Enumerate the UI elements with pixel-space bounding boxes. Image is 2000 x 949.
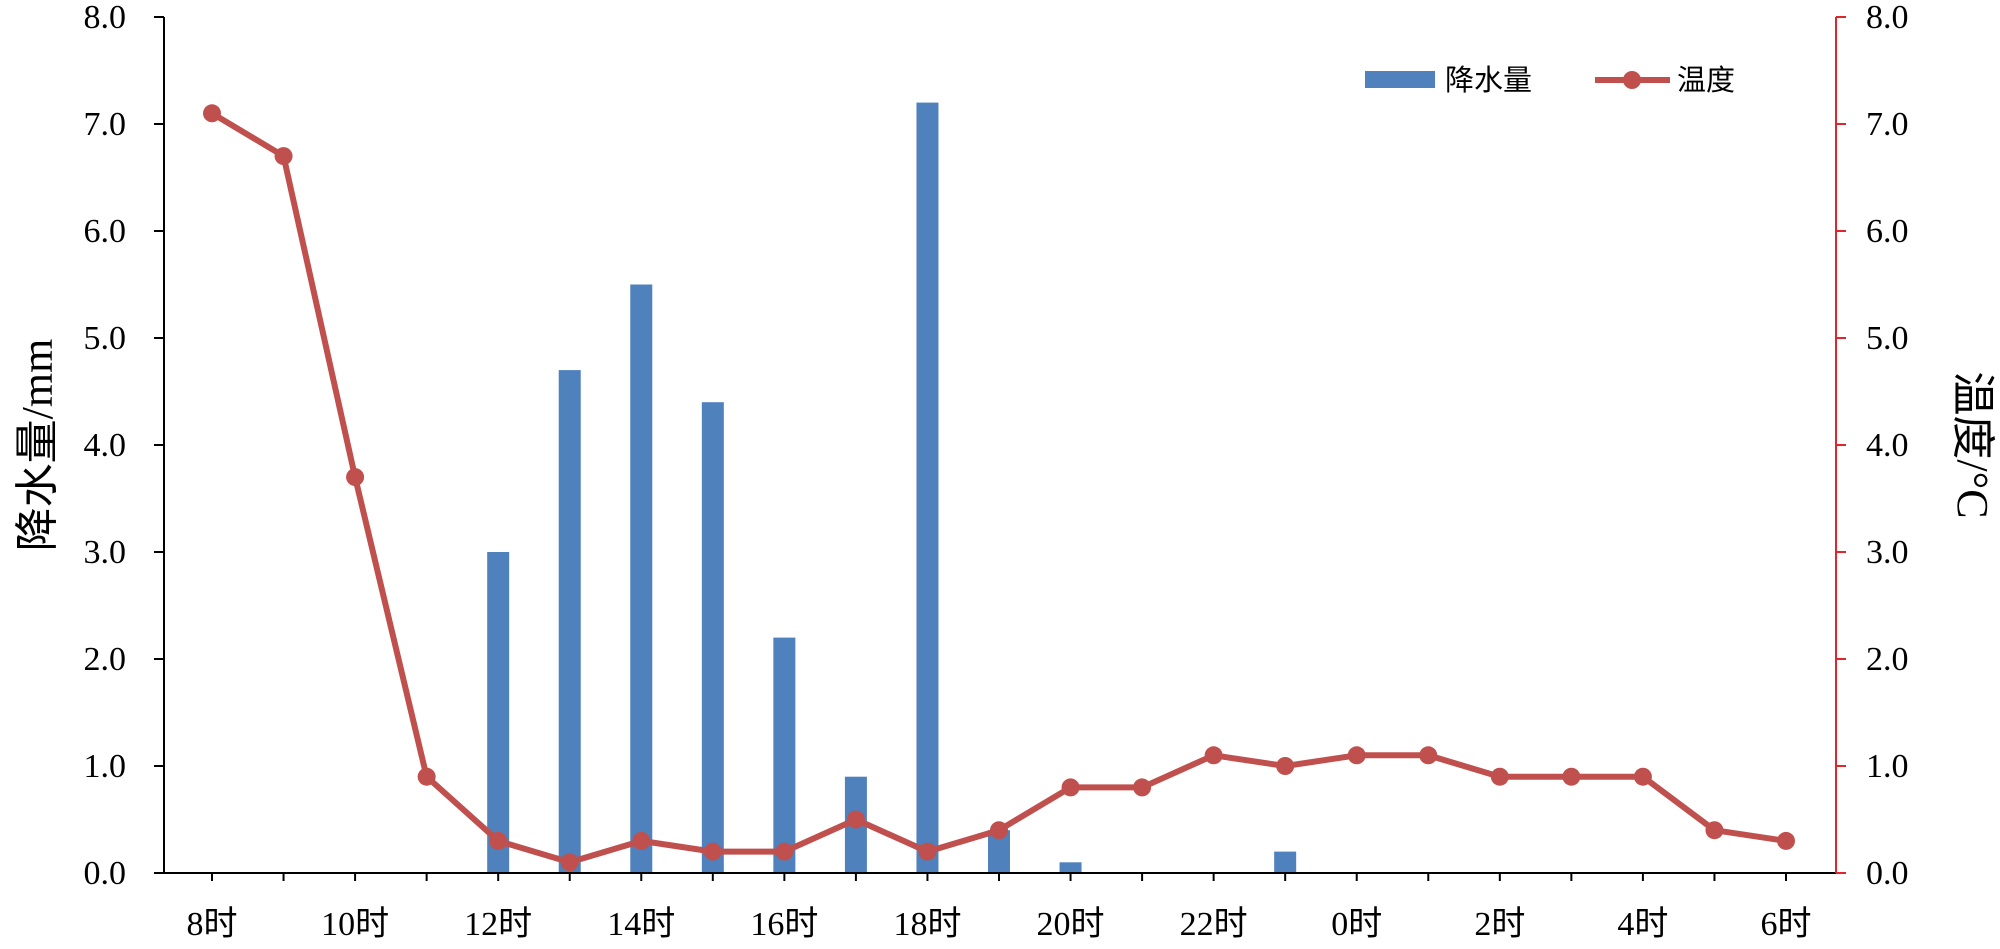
y-axis-left-label: 降水量/mm <box>13 339 62 552</box>
legend: 降水量 温度 <box>1365 64 1735 97</box>
y2-tick-label: 7.0 <box>1866 106 1909 143</box>
temperature-point-13时 <box>560 853 579 872</box>
temperature-point-3时 <box>1562 767 1581 786</box>
temperature-point-9时 <box>274 147 293 166</box>
temperature-point-19时 <box>990 821 1008 840</box>
legend-label-temperature: 温度 <box>1677 64 1735 97</box>
x-tick-label: 4时 <box>1617 906 1668 943</box>
y2-tick-label: 4.0 <box>1866 427 1909 464</box>
y2-tick-label: 2.0 <box>1866 641 1909 678</box>
x-axis-ticks: 8时 10时 12时 14时 16时 18时 20时 22时 0时 2时 4时 6时 <box>187 873 1812 943</box>
y-tick-label: 1.0 <box>84 748 127 785</box>
y-tick-label: 2.0 <box>84 641 127 678</box>
temperature-point-0时 <box>1347 746 1366 765</box>
y-tick-label: 7.0 <box>84 106 127 143</box>
legend-swatch-temperature-marker <box>1623 71 1641 89</box>
temperature-point-2时 <box>1490 767 1509 786</box>
y-tick-label: 3.0 <box>84 534 127 571</box>
temperature-point-16时 <box>775 842 794 861</box>
bar-18时 <box>916 102 939 874</box>
temperature-point-5时 <box>1705 821 1724 840</box>
bar-15时 <box>701 402 724 873</box>
temperature-point-11时 <box>417 767 436 786</box>
x-tick-label: 16时 <box>750 906 818 943</box>
temperature-point-18时 <box>918 842 937 861</box>
x-tick-label: 22时 <box>1180 906 1248 943</box>
y-tick-label: 6.0 <box>84 213 127 250</box>
y-tick-label: 0.0 <box>84 855 127 892</box>
temperature-point-10时 <box>346 468 365 487</box>
y2-tick-label: 1.0 <box>1866 748 1909 785</box>
legend-swatch-precipitation <box>1365 71 1435 88</box>
temperature-point-1时 <box>1419 746 1438 765</box>
temperature-line-series <box>203 104 1795 872</box>
y-tick-label: 8.0 <box>84 0 127 36</box>
x-tick-label: 8时 <box>187 906 238 943</box>
temperature-point-21时 <box>1133 778 1152 797</box>
x-tick-label: 2时 <box>1474 906 1525 943</box>
bar-12时 <box>487 552 510 873</box>
bar-20时 <box>1059 862 1082 873</box>
x-tick-label: 12时 <box>464 906 532 943</box>
x-tick-label: 0时 <box>1331 906 1382 943</box>
temperature-point-20时 <box>1061 778 1080 797</box>
y-tick-label: 4.0 <box>84 427 127 464</box>
x-tick-label: 18时 <box>893 906 961 943</box>
temperature-point-6时 <box>1777 831 1795 850</box>
temperature-point-8时 <box>203 104 221 123</box>
temperature-point-12时 <box>489 831 508 850</box>
x-tick-label: 6时 <box>1761 906 1812 943</box>
y2-tick-label: 6.0 <box>1866 213 1909 250</box>
y-tick-label: 5.0 <box>84 320 127 357</box>
y-axis-right-ticks: 0.0 1.0 2.0 3.0 4.0 5.0 6.0 7.0 8.0 <box>1836 0 1909 892</box>
bar-19时 <box>988 830 1010 873</box>
y-axis-right-label: 温度/°C <box>1948 371 1997 518</box>
axes <box>163 17 1837 874</box>
x-tick-label: 10时 <box>321 906 389 943</box>
y2-tick-label: 5.0 <box>1866 320 1909 357</box>
y2-tick-label: 0.0 <box>1866 855 1909 892</box>
temperature-point-4时 <box>1633 767 1652 786</box>
temperature-line <box>210 110 1787 866</box>
temperature-point-14时 <box>632 831 651 850</box>
bar-23时 <box>1274 851 1297 873</box>
bar-16时 <box>773 637 796 873</box>
y-axis-left-ticks: 0.0 1.0 2.0 3.0 4.0 5.0 6.0 7.0 8.0 <box>84 0 164 892</box>
precipitation-bars <box>487 102 1297 874</box>
temperature-point-15时 <box>703 842 722 861</box>
temperature-point-23时 <box>1276 757 1295 775</box>
y2-tick-label: 8.0 <box>1866 0 1909 36</box>
bar-13时 <box>558 370 581 873</box>
bar-14时 <box>630 284 653 873</box>
x-tick-label: 14时 <box>607 906 675 943</box>
temperature-point-17时 <box>846 810 865 829</box>
legend-label-precipitation: 降水量 <box>1445 64 1532 97</box>
x-tick-label: 20时 <box>1037 906 1105 943</box>
y2-tick-label: 3.0 <box>1866 534 1909 571</box>
temperature-point-22时 <box>1204 746 1223 765</box>
